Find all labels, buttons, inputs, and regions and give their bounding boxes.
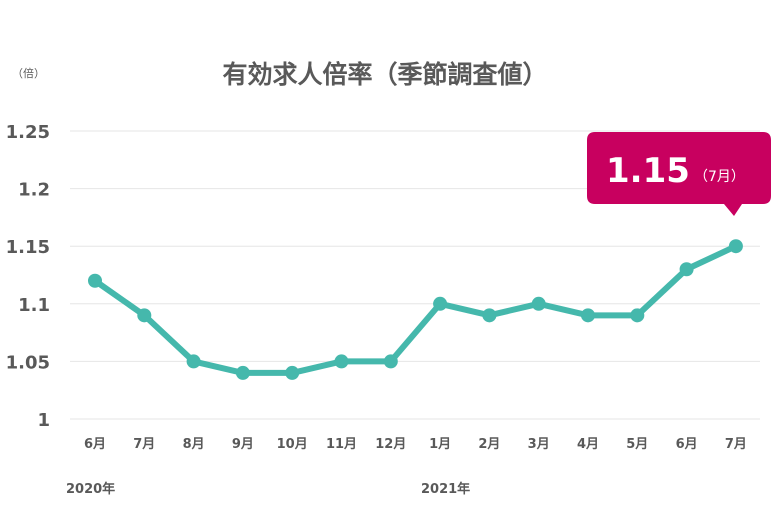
x-tick-label: 9月 (232, 437, 254, 452)
data-point (531, 296, 546, 311)
x-tick-label: 7月 (725, 437, 747, 452)
data-point (285, 365, 300, 380)
data-point (88, 273, 102, 288)
data-point (235, 365, 250, 380)
year-labels: 2020年 2021年 (66, 481, 470, 497)
x-tick-label: 3月 (528, 437, 550, 452)
unit-label: （倍） (12, 66, 45, 80)
y-axis-ticks: 1 1.05 1.1 1.15 1.2 1.25 (6, 122, 50, 431)
x-tick-label: 12月 (375, 437, 406, 452)
x-tick-label: 7月 (133, 437, 155, 452)
y-tick-label: 1.15 (6, 237, 50, 258)
x-tick-label: 10月 (277, 437, 308, 452)
callout-value: 1.15 (606, 151, 690, 191)
data-point (433, 296, 448, 311)
data-point (679, 262, 694, 277)
year-label-2021: 2021年 (421, 481, 470, 497)
callout-month: （7月） (694, 169, 745, 185)
data-point (186, 354, 201, 369)
x-tick-label: 5月 (626, 437, 648, 452)
y-tick-label: 1.2 (18, 180, 50, 201)
data-point (581, 308, 595, 323)
data-point (630, 308, 645, 323)
grid-lines (70, 130, 760, 420)
series-line (88, 239, 743, 380)
data-point (334, 354, 349, 369)
data-point (383, 354, 398, 369)
x-axis-ticks: 6月 7月 8月 9月 10月 11月 12月 1月 2月 3月 4月 5月 6月 7月 (84, 437, 747, 452)
year-label-2020: 2020年 (66, 481, 115, 497)
x-tick-label: 6月 (84, 437, 106, 452)
data-point (482, 308, 497, 323)
chart-title: 有効求人倍率（季節調査値） (222, 60, 547, 89)
x-tick-label: 11月 (326, 437, 357, 452)
data-point (728, 239, 743, 254)
x-tick-label: 2月 (478, 437, 500, 452)
y-tick-label: 1.25 (6, 122, 50, 143)
x-tick-label: 1月 (429, 437, 451, 452)
x-tick-label: 6月 (676, 437, 698, 452)
callout-bubble (587, 132, 771, 216)
y-tick-label: 1.1 (18, 295, 50, 316)
y-tick-label: 1.05 (6, 352, 50, 373)
x-tick-label: 8月 (183, 437, 205, 452)
series-polyline (92, 243, 739, 376)
latest-value-callout: 1.15 （7月） (587, 132, 771, 216)
data-point (137, 308, 152, 323)
x-tick-label: 4月 (577, 437, 599, 452)
y-tick-label: 1 (37, 410, 50, 431)
